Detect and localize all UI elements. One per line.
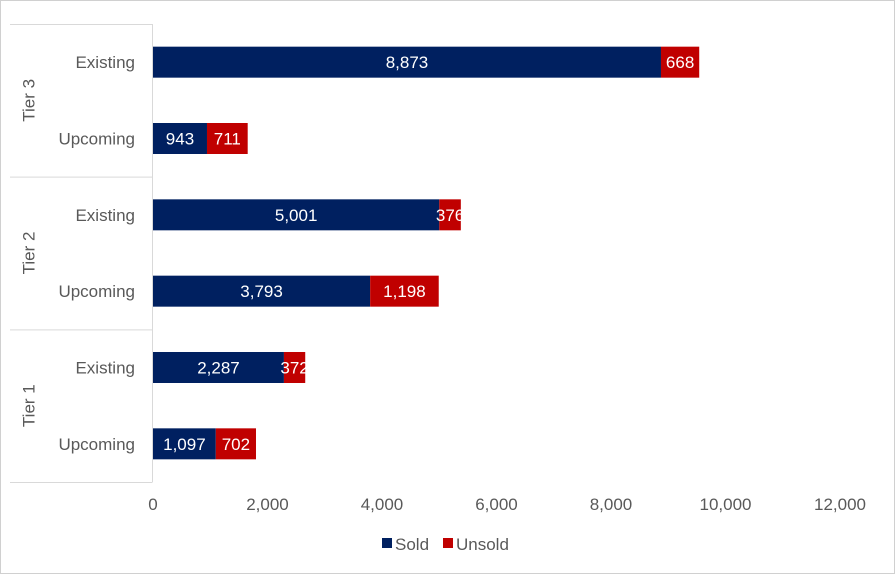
x-tick-label: 12,000 bbox=[814, 495, 866, 514]
data-label-sold: 943 bbox=[166, 130, 194, 149]
x-tick-label: 2,000 bbox=[246, 495, 289, 514]
data-label-sold: 8,873 bbox=[386, 53, 429, 72]
x-tick-label: 6,000 bbox=[475, 495, 518, 514]
tier-label: Tier 2 bbox=[19, 232, 38, 275]
data-label-unsold: 702 bbox=[222, 435, 250, 454]
bar-sold bbox=[153, 123, 207, 154]
bar-unsold bbox=[660, 46, 700, 78]
bar-unsold bbox=[439, 199, 461, 231]
data-label-sold: 5,001 bbox=[275, 206, 318, 225]
legend-label-sold: Sold bbox=[395, 535, 429, 554]
tier-label: Tier 3 bbox=[19, 79, 38, 122]
bar-unsold bbox=[370, 275, 439, 307]
data-label-unsold: 376 bbox=[436, 206, 464, 225]
bar-sold bbox=[153, 46, 661, 78]
legend-swatch-sold bbox=[382, 538, 392, 548]
category-label: Upcoming bbox=[58, 435, 135, 454]
data-label-unsold: 372 bbox=[280, 359, 308, 378]
legend-swatch-unsold bbox=[443, 538, 453, 548]
category-label: Existing bbox=[75, 206, 135, 225]
data-label-unsold: 668 bbox=[666, 53, 694, 72]
data-label-sold: 3,793 bbox=[240, 282, 283, 301]
bar-unsold bbox=[283, 352, 306, 383]
x-tick-label: 0 bbox=[148, 495, 157, 514]
data-label-unsold: 711 bbox=[214, 130, 241, 149]
x-tick-label: 8,000 bbox=[590, 495, 633, 514]
data-label-unsold: 1,198 bbox=[383, 282, 426, 301]
x-tick-label: 4,000 bbox=[361, 495, 404, 514]
tier-label: Tier 1 bbox=[19, 384, 38, 427]
data-label-sold: 1,097 bbox=[163, 435, 206, 454]
category-label: Upcoming bbox=[58, 282, 135, 301]
legend-label-unsold: Unsold bbox=[456, 535, 509, 554]
bar-sold bbox=[153, 352, 284, 383]
bar-sold bbox=[153, 275, 371, 307]
x-tick-label: 10,000 bbox=[700, 495, 752, 514]
category-label: Upcoming bbox=[58, 130, 135, 149]
category-label: Existing bbox=[75, 359, 135, 378]
data-label-sold: 2,287 bbox=[197, 359, 240, 378]
bar-unsold bbox=[215, 428, 256, 460]
bar-unsold bbox=[206, 123, 248, 154]
category-label: Existing bbox=[75, 53, 135, 72]
bar-sold bbox=[153, 428, 216, 460]
bar-sold bbox=[153, 199, 440, 231]
